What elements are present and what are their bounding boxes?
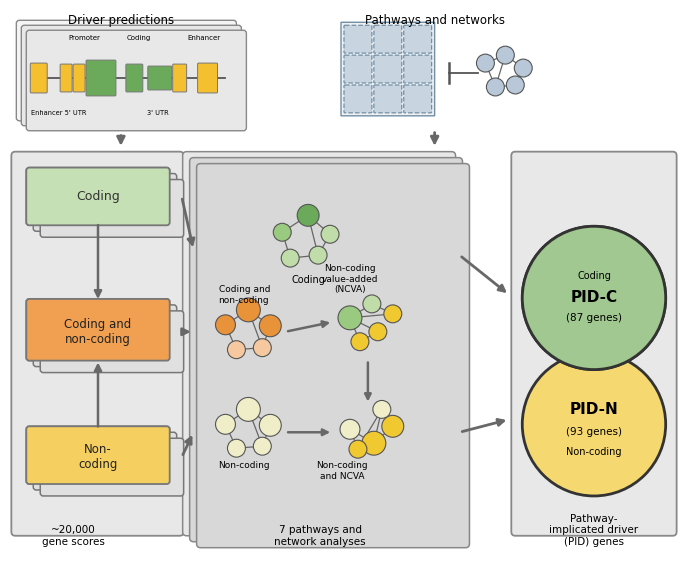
FancyBboxPatch shape	[511, 152, 677, 536]
Text: PID-N: PID-N	[570, 402, 619, 417]
FancyBboxPatch shape	[21, 25, 241, 126]
Circle shape	[253, 339, 271, 357]
FancyBboxPatch shape	[183, 152, 456, 536]
FancyBboxPatch shape	[26, 168, 170, 225]
FancyBboxPatch shape	[26, 30, 247, 131]
Circle shape	[216, 315, 236, 335]
FancyBboxPatch shape	[40, 311, 184, 373]
FancyBboxPatch shape	[26, 299, 170, 361]
Circle shape	[514, 59, 532, 77]
Circle shape	[216, 415, 236, 435]
Circle shape	[477, 54, 495, 72]
FancyBboxPatch shape	[374, 85, 402, 113]
Text: (87 genes): (87 genes)	[566, 313, 622, 323]
Circle shape	[486, 78, 504, 96]
FancyBboxPatch shape	[16, 20, 236, 121]
FancyBboxPatch shape	[26, 427, 170, 484]
FancyBboxPatch shape	[344, 25, 372, 53]
Circle shape	[369, 323, 387, 341]
Circle shape	[236, 298, 260, 322]
Text: Pathways and networks: Pathways and networks	[364, 14, 505, 27]
FancyBboxPatch shape	[344, 85, 372, 113]
Text: Coding: Coding	[291, 275, 325, 285]
Text: Coding: Coding	[127, 35, 151, 41]
Circle shape	[497, 46, 514, 64]
FancyBboxPatch shape	[197, 164, 469, 548]
FancyBboxPatch shape	[190, 158, 462, 542]
Circle shape	[273, 223, 291, 241]
FancyBboxPatch shape	[73, 64, 85, 92]
FancyBboxPatch shape	[26, 168, 170, 225]
FancyBboxPatch shape	[403, 55, 432, 83]
FancyBboxPatch shape	[40, 179, 184, 237]
Circle shape	[260, 415, 282, 436]
Text: Promoter: Promoter	[68, 35, 100, 41]
Circle shape	[373, 400, 391, 419]
Circle shape	[260, 315, 282, 337]
FancyBboxPatch shape	[34, 174, 177, 231]
FancyBboxPatch shape	[341, 22, 434, 116]
Circle shape	[338, 306, 362, 330]
FancyBboxPatch shape	[40, 438, 184, 496]
Text: Non-coding: Non-coding	[566, 447, 622, 457]
Text: Non-coding
and NCVA: Non-coding and NCVA	[316, 461, 368, 481]
Circle shape	[227, 341, 245, 358]
FancyBboxPatch shape	[173, 64, 186, 92]
Circle shape	[321, 225, 339, 243]
FancyBboxPatch shape	[26, 427, 170, 484]
FancyBboxPatch shape	[374, 55, 402, 83]
Circle shape	[297, 204, 319, 226]
Circle shape	[382, 415, 403, 437]
Circle shape	[253, 437, 271, 455]
Text: 7 pathways and
network analyses: 7 pathways and network analyses	[274, 525, 366, 547]
Text: Coding and
non-coding: Coding and non-coding	[64, 318, 132, 346]
FancyBboxPatch shape	[34, 432, 177, 490]
Text: Pathway-
implicated driver
(PID) genes: Pathway- implicated driver (PID) genes	[549, 513, 638, 547]
Text: Non-
coding: Non- coding	[78, 443, 118, 471]
FancyBboxPatch shape	[34, 305, 177, 366]
FancyBboxPatch shape	[26, 299, 170, 361]
Text: Driver predictions: Driver predictions	[68, 14, 174, 27]
Circle shape	[236, 398, 260, 421]
FancyBboxPatch shape	[148, 66, 172, 90]
FancyBboxPatch shape	[126, 64, 142, 92]
Text: Coding and
non-coding: Coding and non-coding	[219, 286, 270, 305]
Text: Non-coding: Non-coding	[219, 461, 270, 470]
Circle shape	[384, 305, 402, 323]
FancyBboxPatch shape	[374, 25, 402, 53]
Circle shape	[282, 249, 299, 267]
Circle shape	[351, 333, 369, 350]
Text: (93 genes): (93 genes)	[566, 427, 622, 437]
FancyBboxPatch shape	[197, 63, 218, 93]
FancyBboxPatch shape	[344, 55, 372, 83]
FancyBboxPatch shape	[60, 64, 72, 92]
FancyBboxPatch shape	[86, 60, 116, 96]
Circle shape	[362, 431, 386, 455]
Circle shape	[227, 439, 245, 457]
Circle shape	[506, 76, 524, 94]
FancyBboxPatch shape	[30, 63, 47, 93]
FancyBboxPatch shape	[403, 25, 432, 53]
Circle shape	[522, 226, 666, 370]
Circle shape	[522, 226, 666, 370]
Circle shape	[522, 353, 666, 496]
FancyBboxPatch shape	[12, 152, 184, 536]
FancyBboxPatch shape	[403, 85, 432, 113]
Text: Enhancer: Enhancer	[187, 35, 220, 41]
Circle shape	[340, 419, 360, 439]
Text: Coding: Coding	[76, 190, 120, 203]
Text: PID-C: PID-C	[571, 290, 618, 306]
Circle shape	[363, 295, 381, 313]
Text: ~20,000
gene scores: ~20,000 gene scores	[42, 525, 105, 547]
Text: Enhancer 5' UTR: Enhancer 5' UTR	[32, 110, 87, 116]
Circle shape	[349, 440, 367, 458]
Text: Non-coding
value-added
(NCVA): Non-coding value-added (NCVA)	[322, 264, 378, 294]
Circle shape	[309, 246, 327, 264]
Text: Coding: Coding	[577, 271, 611, 281]
Text: 3' UTR: 3' UTR	[147, 110, 169, 116]
